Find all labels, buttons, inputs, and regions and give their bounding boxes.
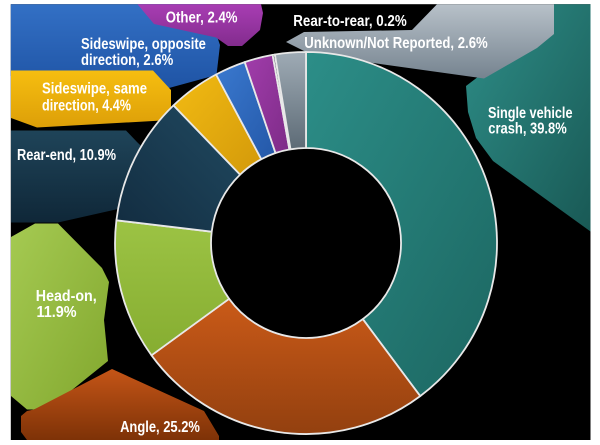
svg-text:Sideswipe, same: Sideswipe, same: [42, 81, 147, 98]
svg-text:Single vehicle: Single vehicle: [488, 105, 573, 122]
svg-text:direction, 2.6%: direction, 2.6%: [81, 52, 173, 69]
svg-text:crash, 39.8%: crash, 39.8%: [488, 121, 566, 138]
svg-text:Head-on,: Head-on,: [36, 288, 97, 305]
svg-text:11.9%: 11.9%: [37, 304, 77, 321]
svg-text:Unknown/Not Reported, 2.6%: Unknown/Not Reported, 2.6%: [304, 35, 487, 52]
svg-text:direction, 4.4%: direction, 4.4%: [42, 97, 131, 114]
svg-text:Rear-end, 10.9%: Rear-end, 10.9%: [17, 147, 116, 164]
svg-text:Other, 2.4%: Other, 2.4%: [166, 10, 238, 27]
svg-text:Sideswipe, opposite: Sideswipe, opposite: [81, 36, 206, 53]
svg-text:Angle, 25.2%: Angle, 25.2%: [120, 419, 200, 436]
svg-text:Rear-to-rear, 0.2%: Rear-to-rear, 0.2%: [293, 13, 406, 30]
